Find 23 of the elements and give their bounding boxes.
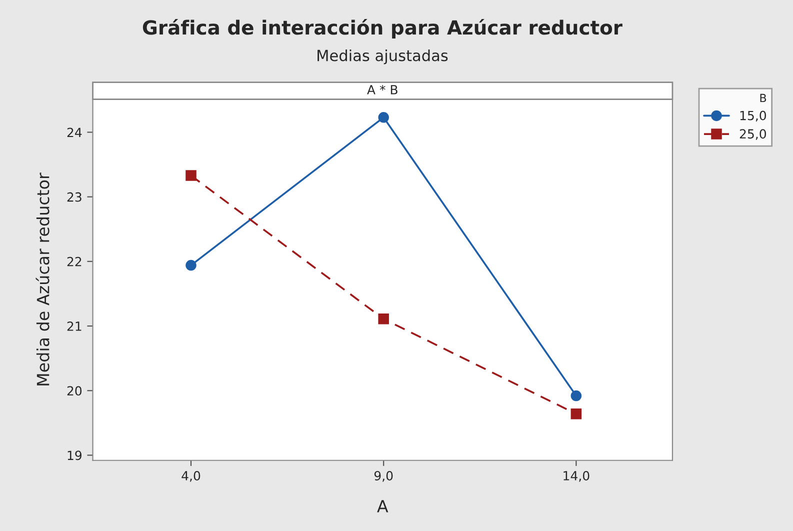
chart-title: Gráfica de interacción para Azúcar reductor xyxy=(142,18,622,39)
y-tick-label: 23 xyxy=(67,192,82,202)
y-tick-label: 19 xyxy=(68,450,82,460)
point xyxy=(186,260,196,271)
point xyxy=(378,314,389,324)
point xyxy=(570,408,582,420)
y-axis-title: Media de Azúcar reductor xyxy=(36,172,50,386)
legend-label: 15,0 xyxy=(740,110,766,122)
x-tick-label: 4,0 xyxy=(182,471,200,482)
y-tick-label: 20 xyxy=(67,386,82,396)
y-tick-label: 22 xyxy=(67,256,82,266)
legend-title: B xyxy=(760,94,766,102)
text: A * B xyxy=(367,84,398,94)
x-axis-title: A xyxy=(377,500,388,512)
point xyxy=(570,390,582,402)
legend-label: 25,0 xyxy=(740,129,766,140)
y-tick-label: 21 xyxy=(67,321,82,331)
x-tick-label: 14,0 xyxy=(564,471,590,482)
chart-subtitle: Medias ajustadas xyxy=(318,49,448,64)
y-tick-label: 24 xyxy=(67,128,82,137)
point xyxy=(186,170,196,181)
x-tick-label: 9,0 xyxy=(374,471,393,482)
point xyxy=(378,112,389,123)
